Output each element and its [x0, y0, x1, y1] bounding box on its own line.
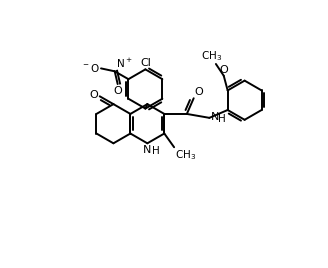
- Text: O: O: [113, 86, 122, 96]
- Text: N: N: [211, 112, 220, 122]
- Text: N: N: [143, 145, 152, 155]
- Text: $\mathsf{^-O}$: $\mathsf{^-O}$: [81, 62, 100, 75]
- Text: O: O: [89, 90, 98, 100]
- Text: Cl: Cl: [140, 58, 151, 68]
- Text: O: O: [195, 87, 203, 97]
- Text: $\mathsf{N^+}$: $\mathsf{N^+}$: [116, 57, 132, 70]
- Text: CH$_3$: CH$_3$: [201, 49, 223, 63]
- Text: H: H: [218, 114, 226, 124]
- Text: O: O: [219, 65, 228, 75]
- Text: CH$_3$: CH$_3$: [175, 148, 196, 162]
- Text: H: H: [152, 146, 160, 156]
